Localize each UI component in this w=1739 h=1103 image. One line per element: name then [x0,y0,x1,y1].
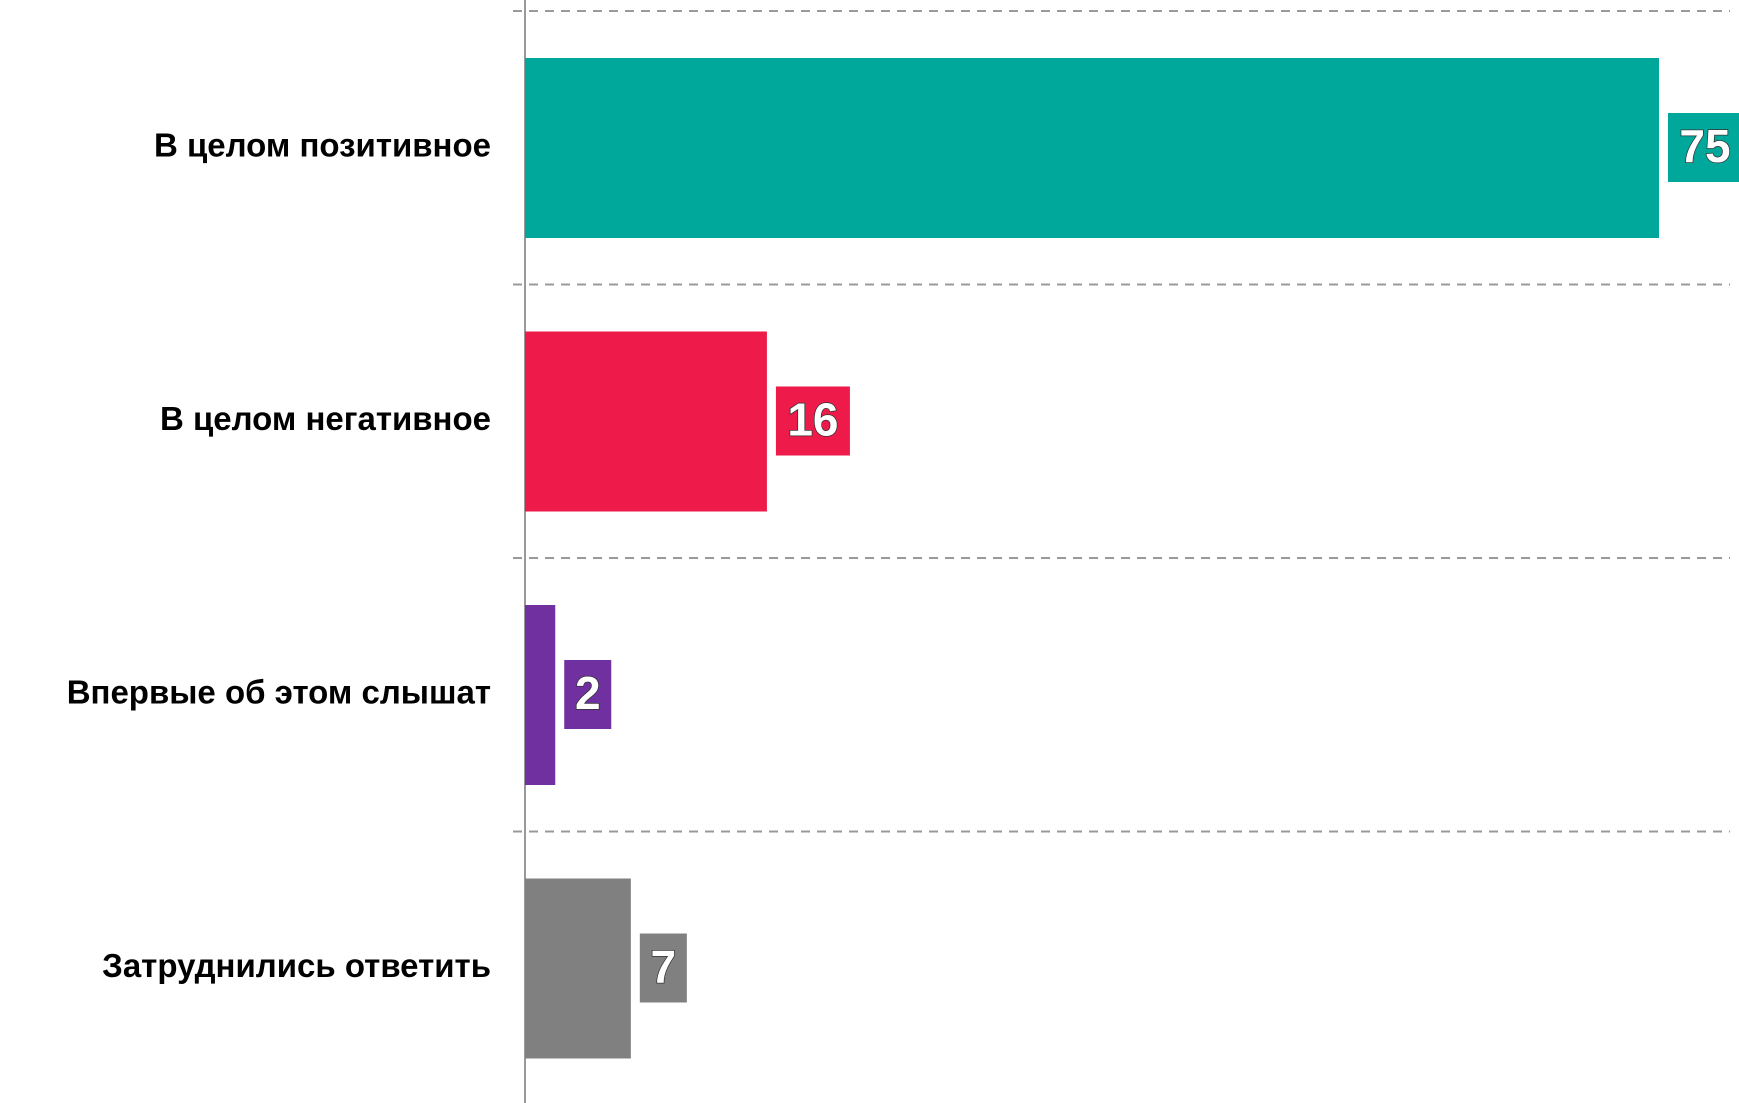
value-label-box [1668,113,1739,182]
bar [525,331,767,512]
category-label: Затруднились ответить [102,947,491,984]
category-label: В целом негативное [160,400,491,437]
value-label: 7 [651,941,677,993]
bar [525,878,631,1059]
value-label: 16 [787,394,838,446]
value-label: 75 [1679,120,1730,172]
category-label: Впервые об этом слышат [67,674,491,711]
bar [525,605,556,785]
value-label-box [775,386,850,456]
bar [525,58,1659,238]
value-label-box [564,660,612,729]
category-label: В целом позитивное [154,127,491,164]
value-label: 2 [575,667,601,719]
value-label-box [639,933,687,1003]
